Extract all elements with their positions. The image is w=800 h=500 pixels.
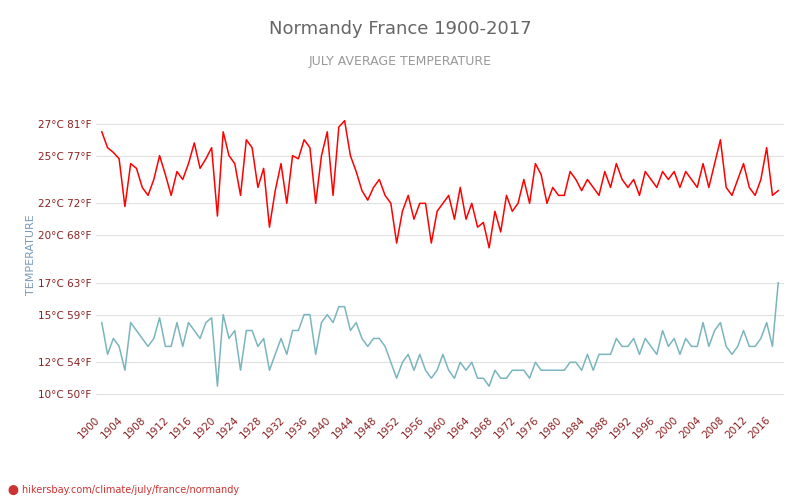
Text: ⬤ hikersbay.com/climate/july/france/normandy: ⬤ hikersbay.com/climate/july/france/norm… [8,485,239,495]
Y-axis label: TEMPERATURE: TEMPERATURE [26,214,36,296]
Text: Normandy France 1900-2017: Normandy France 1900-2017 [269,20,531,38]
Text: JULY AVERAGE TEMPERATURE: JULY AVERAGE TEMPERATURE [309,55,491,68]
